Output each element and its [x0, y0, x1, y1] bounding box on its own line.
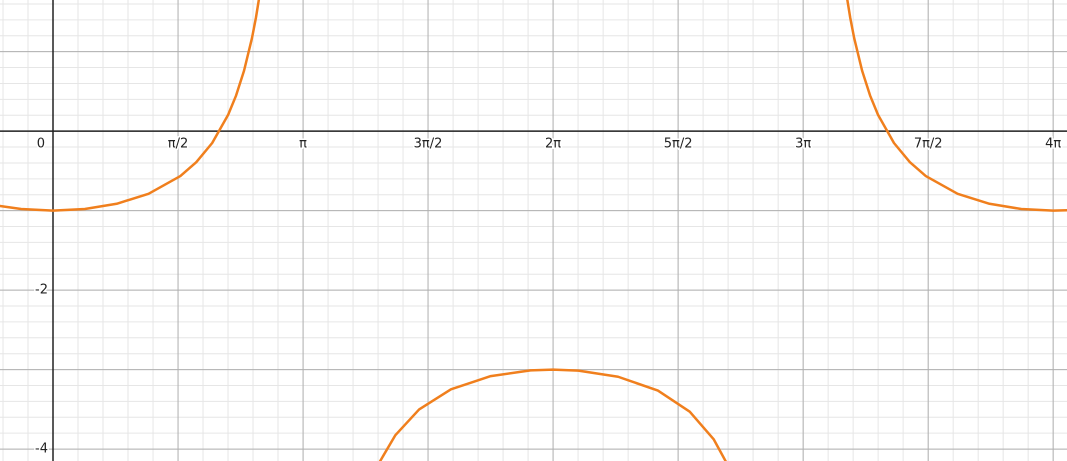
x-tick-label: π/2: [168, 137, 188, 152]
x-tick-label: 4π: [1045, 137, 1061, 152]
x-tick-label: 2π: [545, 137, 561, 152]
labels: 0 π/2 π 3π/2 2π 5π/2 3π 7π/2 4π -4 -2: [34, 135, 1063, 458]
y-tick-label: -4: [35, 442, 48, 457]
x-tick-label: 5π/2: [664, 137, 693, 152]
x-tick-label: π: [299, 137, 307, 152]
x-tick-label: 3π: [795, 137, 811, 152]
x-tick-label: 0: [37, 137, 45, 152]
x-tick-label: 3π/2: [414, 137, 443, 152]
y-tick-label: -2: [35, 283, 48, 298]
x-tick-label: 7π/2: [914, 137, 943, 152]
